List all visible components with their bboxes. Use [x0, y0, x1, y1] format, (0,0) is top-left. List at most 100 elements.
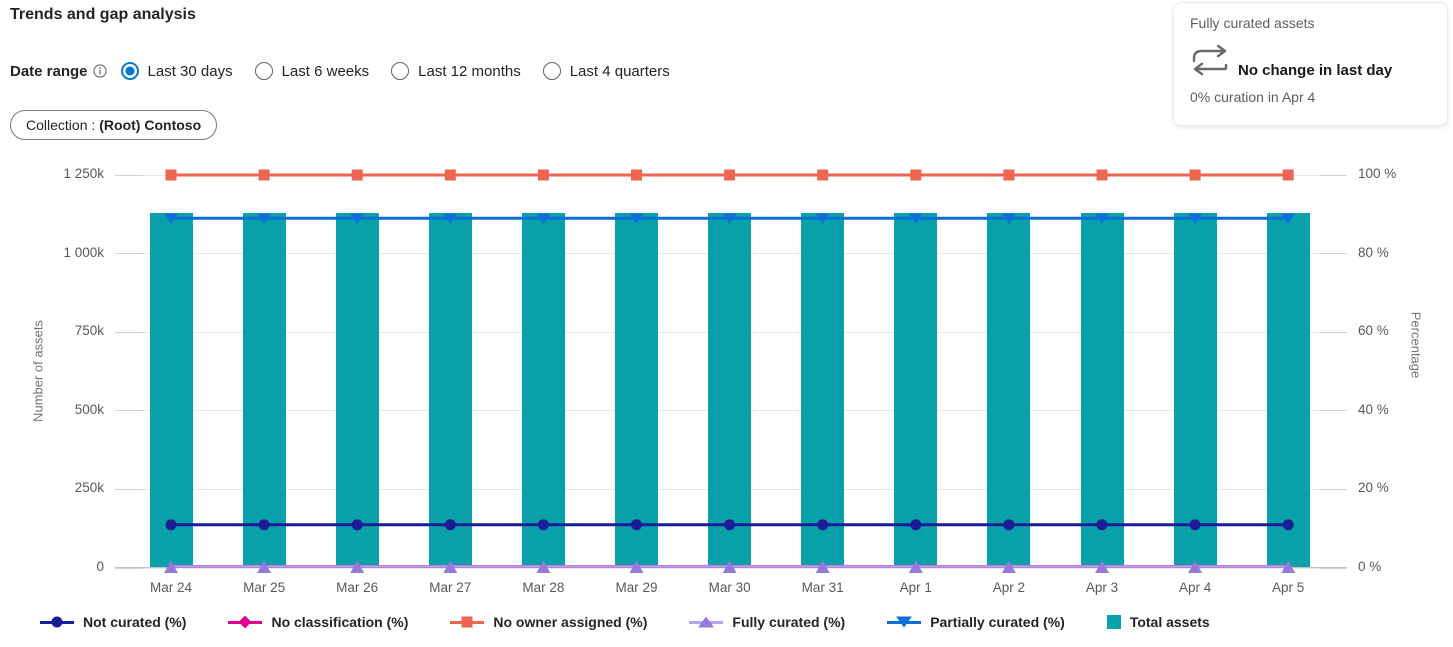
marker-triangle-down-partially-curated: [1095, 213, 1109, 225]
y-axis-tick-label-left: 1 000k: [63, 244, 104, 260]
summary-card-subtext: 0% curation in Apr 4: [1190, 89, 1316, 105]
legend-label: Not curated (%): [83, 614, 187, 630]
bar-total-assets: [242, 212, 286, 567]
bar-total-assets: [149, 212, 193, 567]
legend-label: Partially curated (%): [930, 614, 1065, 630]
marker-triangle-up-fully-curated: [722, 560, 737, 573]
marker-square-no-owner-assigned: [165, 169, 177, 181]
trend-chart: Number of assets Percentage 1 250k 100 % 1…: [0, 150, 1453, 608]
page-title: Trends and gap analysis: [10, 6, 196, 23]
marker-circle-not-curated: [1003, 519, 1015, 531]
x-axis-tick-label: Mar 25: [243, 580, 286, 595]
marker-square-no-owner-assigned: [1003, 169, 1015, 181]
marker-square-no-owner-assigned: [910, 169, 922, 181]
legend-label: No owner assigned (%): [493, 614, 648, 630]
swap-arrows-icon: [1190, 44, 1230, 81]
legend-marker-square: [450, 614, 485, 630]
marker-triangle-down-partially-curated: [1281, 213, 1296, 225]
legend-swatch: [1106, 615, 1121, 629]
y-axis-tick-label-right: 100 %: [1358, 166, 1397, 181]
x-axis-tick-label: Mar 28: [522, 580, 565, 595]
y-axis-tick-label-left: 750k: [74, 323, 104, 339]
collection-filter-chip[interactable]: Collection : (Root) Contoso: [10, 110, 218, 140]
bar-total-assets: [894, 212, 938, 567]
legend-label: No classification (%): [271, 614, 409, 630]
marker-triangle-down-partially-curated: [350, 213, 365, 225]
legend-item-total-assets[interactable]: Total assets: [1106, 614, 1210, 630]
marker-circle-not-curated: [165, 519, 177, 531]
x-axis-tick-label: Mar 31: [801, 580, 844, 595]
x-axis-tick-label: Mar 29: [615, 580, 658, 595]
bar-total-assets: [987, 212, 1031, 567]
grid-tick-left: [115, 410, 143, 412]
radio-selected-icon[interactable]: [120, 62, 139, 80]
marker-square-no-owner-assigned: [817, 169, 829, 181]
legend-marker-swatch: [1106, 614, 1121, 630]
y-axis-tick-label-left: 500k: [74, 401, 104, 417]
grid-tick-left: [115, 567, 143, 569]
marker-circle-not-curated: [1189, 519, 1201, 531]
bar-total-assets: [335, 212, 379, 567]
marker-triangle-up-fully-curated: [908, 560, 923, 573]
grid-tick-right: [1319, 253, 1347, 255]
y-axis-tick-label-right: 60 %: [1358, 323, 1389, 339]
date-range-option-1[interactable]: Last 30 days: [120, 62, 233, 80]
marker-triangle-down-partially-curated: [257, 213, 272, 225]
date-range-group: Date range Last 30 days Last 6 weeks Last …: [10, 58, 692, 84]
legend-item-no-classification[interactable]: No classification (%): [228, 614, 408, 630]
y-axis-tick-label-left: 1 250k: [63, 166, 104, 181]
marker-triangle-up-fully-curated: [1281, 560, 1296, 573]
fully-curated-summary-card: Fully curated assets No change in last d…: [1173, 2, 1448, 126]
bar-total-assets: [1080, 212, 1124, 567]
marker-triangle-up-fully-curated: [536, 560, 551, 573]
date-range-option-2[interactable]: Last 6 weeks: [254, 62, 369, 80]
legend-marker-diamond: [228, 614, 263, 630]
collection-chip-prefix: Collection :: [26, 117, 96, 133]
legend-item-fully-curated[interactable]: Fully curated (%): [689, 614, 845, 630]
radio-unselected-icon[interactable]: [391, 62, 410, 80]
plot-area: [115, 169, 1347, 573]
y-axis-tick-label-left: 0: [96, 559, 104, 574]
y-axis-tick-label-right: 80 %: [1358, 244, 1389, 260]
info-circle-icon[interactable]: [92, 64, 107, 78]
marker-circle-not-curated: [631, 519, 642, 531]
marker-triangle-down-partially-curated: [164, 213, 178, 225]
legend-item-no-owner-assigned[interactable]: No owner assigned (%): [450, 614, 647, 630]
marker-triangle-down-partially-curated: [722, 213, 737, 225]
date-range-label: Date range: [10, 62, 88, 80]
x-axis-tick-label: Apr 1: [899, 580, 932, 595]
y-axis-tick-label-right: 0 %: [1358, 559, 1382, 574]
marker-circle-not-curated: [817, 519, 829, 531]
collection-chip-value: (Root) Contoso: [99, 117, 202, 133]
bar-total-assets: [521, 212, 565, 567]
x-axis-tick-label: Mar 24: [149, 580, 193, 595]
marker-circle-not-curated: [351, 519, 363, 531]
marker-square-no-owner-assigned: [1189, 169, 1201, 181]
x-axis-tick-label: Mar 26: [336, 580, 379, 595]
marker-triangle-up-fully-curated: [815, 560, 830, 573]
chart-legend: Not curated (%) No classification (%) No o…: [40, 614, 1210, 630]
x-axis-tick-label: Mar 27: [429, 580, 472, 595]
marker-square-no-owner-assigned: [1096, 169, 1108, 181]
marker-circle-not-curated: [724, 519, 736, 531]
marker-triangle-up-fully-curated: [629, 560, 644, 573]
legend-item-partially-curated[interactable]: Partially curated (%): [887, 614, 1065, 630]
legend-item-not-curated[interactable]: Not curated (%): [40, 614, 186, 630]
legend-marker-triangle-up: [689, 614, 724, 630]
y-axis-tick-label-left: 250k: [74, 480, 104, 496]
legend-triangle-up: [698, 616, 715, 628]
y-axis-tick-label-right: 40 %: [1358, 401, 1389, 417]
radio-unselected-icon[interactable]: [542, 62, 561, 80]
date-range-option-3[interactable]: Last 12 months: [391, 62, 521, 80]
marker-triangle-down-partially-curated: [1188, 213, 1203, 225]
date-range-option-4[interactable]: Last 4 quarters: [542, 62, 670, 80]
marker-triangle-down-partially-curated: [908, 213, 923, 225]
marker-triangle-down-partially-curated: [815, 213, 830, 225]
marker-circle-not-curated: [444, 519, 456, 531]
radio-unselected-icon[interactable]: [254, 62, 273, 80]
grid-tick-left: [115, 331, 143, 333]
legend-triangle-down: [896, 616, 913, 628]
marker-triangle-up-fully-curated: [1095, 560, 1109, 573]
radio-option-label: Last 4 quarters: [569, 62, 670, 80]
marker-square-no-owner-assigned: [537, 169, 549, 181]
